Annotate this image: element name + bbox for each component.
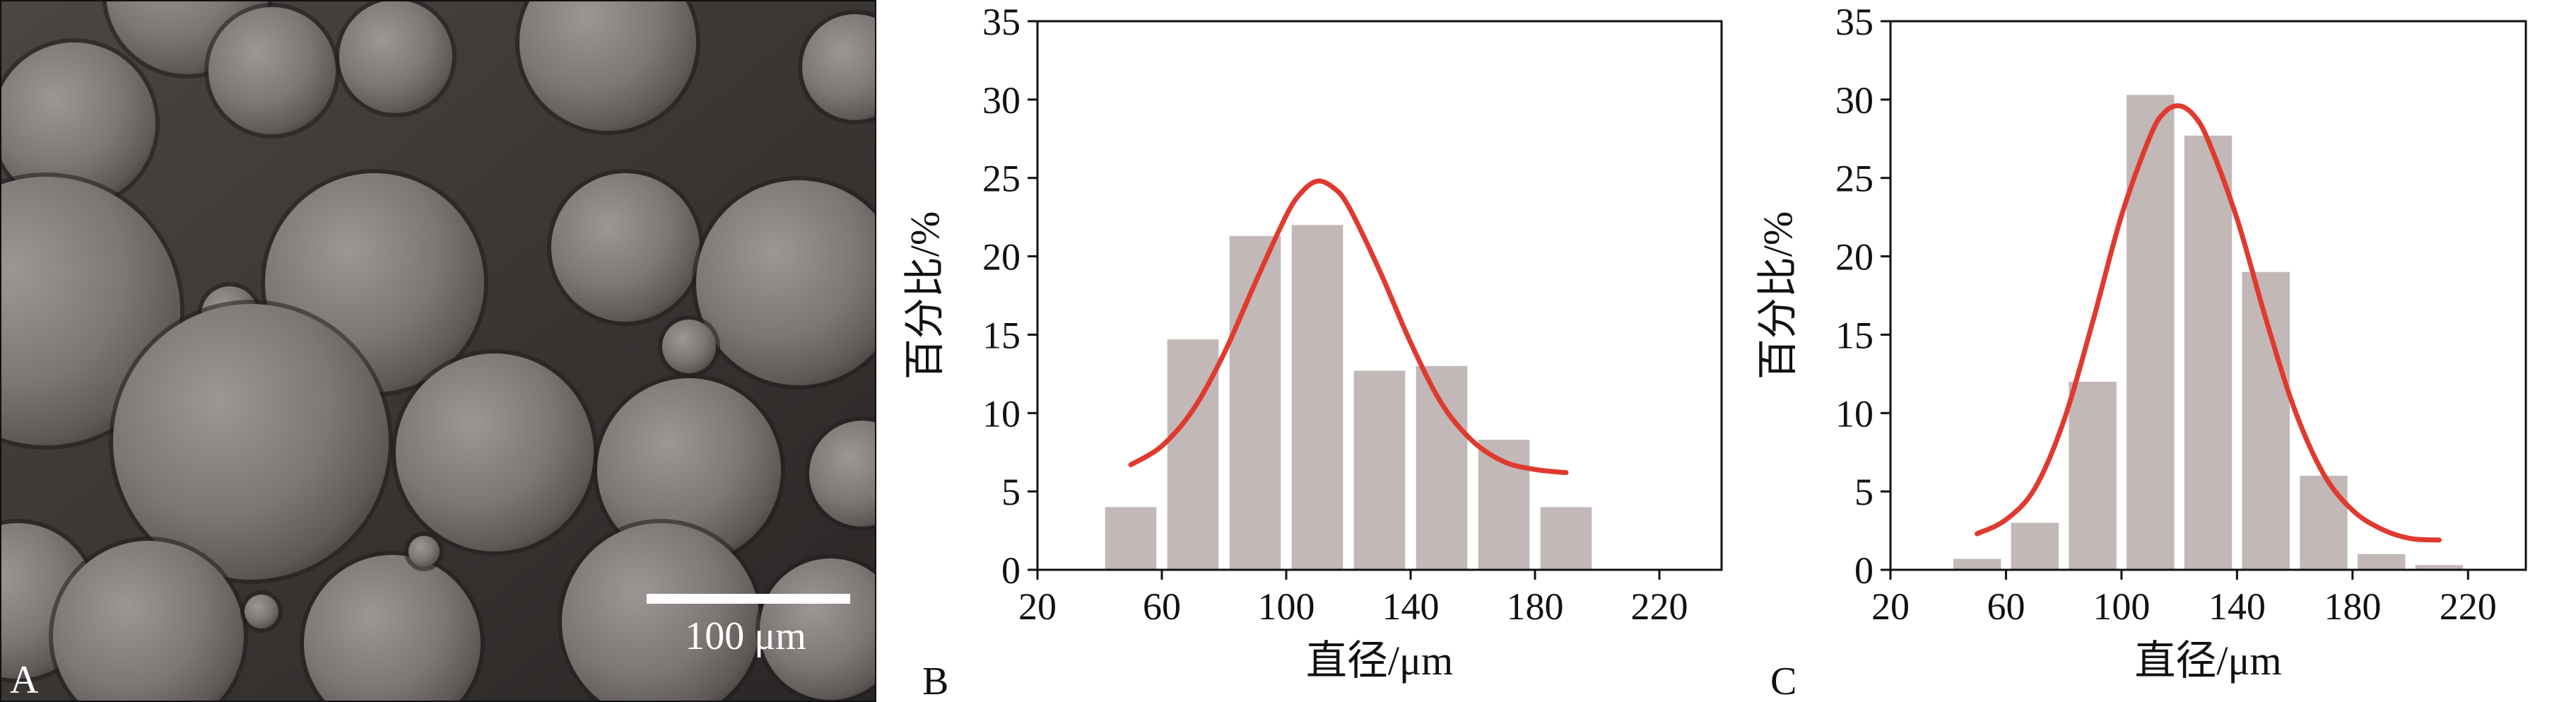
x-tick-label: 220 xyxy=(2440,585,2497,628)
y-tick-label: 5 xyxy=(1854,471,1874,513)
y-axis-label: 百分比/% xyxy=(902,211,948,380)
histogram-bar xyxy=(1353,370,1406,570)
microsphere xyxy=(562,523,760,702)
y-tick-label: 0 xyxy=(1854,549,1874,592)
histogram-bar xyxy=(2300,475,2348,570)
histogram-bar xyxy=(2415,565,2464,570)
microsphere xyxy=(662,320,716,373)
x-tick-label: 20 xyxy=(1871,585,1910,628)
microsphere xyxy=(113,304,389,580)
histogram-bar xyxy=(1105,507,1157,570)
plot-frame xyxy=(1036,20,1723,571)
histogram-bar xyxy=(2011,522,2059,570)
fit-curve xyxy=(1975,103,2442,543)
y-tick-label: 15 xyxy=(1835,314,1874,356)
y-axis-label: 百分比/% xyxy=(1755,211,1801,380)
histogram-bar xyxy=(1167,339,1219,570)
sem-micrograph: 100 μm A xyxy=(0,0,876,702)
y-tick-label: 30 xyxy=(1835,79,1874,122)
panel-c-letter: C xyxy=(1770,660,1796,702)
microsphere xyxy=(597,378,781,562)
y-tick-label: 25 xyxy=(1835,158,1874,200)
histogram-bar xyxy=(1229,235,1281,570)
x-axis-label: 直径/μm xyxy=(1306,638,1453,684)
panel-a-letter: A xyxy=(10,658,39,702)
y-tick-label: 10 xyxy=(1835,392,1874,435)
histogram-bar xyxy=(2184,135,2233,570)
y-tick-label: 35 xyxy=(982,1,1021,43)
scale-bar-label: 100 μm xyxy=(685,614,806,658)
plot-frame xyxy=(1889,20,2527,571)
histogram-bar xyxy=(2069,381,2117,570)
x-tick-label: 60 xyxy=(1987,585,2025,628)
panel-b-letter: B xyxy=(922,660,948,702)
x-tick-label: 100 xyxy=(1258,585,1315,628)
scale-bar xyxy=(647,594,850,604)
y-tick-label: 0 xyxy=(1001,549,1021,592)
microsphere xyxy=(396,353,594,551)
x-axis-label: 直径/μm xyxy=(2134,638,2281,684)
histogram-c: 0 5 10 15 20 25 30 35 20 60 100 140 180 220 直径/μm 百分比/% xyxy=(1755,1,2527,684)
histogram-bar xyxy=(1953,558,2001,570)
x-tick-label: 140 xyxy=(2209,585,2266,628)
microsphere xyxy=(245,595,278,628)
x-tick-label: 60 xyxy=(1143,585,1181,628)
x-tick-label: 140 xyxy=(1382,585,1440,628)
y-tick-label: 10 xyxy=(982,392,1021,435)
fit-curve xyxy=(1128,178,1569,476)
microsphere xyxy=(696,180,876,385)
x-tick-label: 100 xyxy=(2093,585,2150,628)
microsphere xyxy=(408,536,440,567)
microsphere xyxy=(0,42,155,205)
microsphere xyxy=(519,0,696,131)
histogram-bar xyxy=(1540,507,1592,570)
microsphere xyxy=(208,7,336,134)
microsphere xyxy=(551,173,700,322)
x-tick-label: 220 xyxy=(1631,585,1688,628)
microsphere xyxy=(802,14,876,120)
histogram-bar xyxy=(2357,554,2406,570)
x-tick-label: 180 xyxy=(2324,585,2381,628)
histogram-b: 0 5 10 15 20 25 30 35 20 60 100 140 180 220 直径/μm 百分比/% xyxy=(902,1,1723,684)
microsphere xyxy=(339,0,452,113)
x-tick-label: 20 xyxy=(1018,585,1057,628)
histogram-bar xyxy=(1291,225,1343,570)
x-tick-label: 180 xyxy=(1507,585,1564,628)
y-tick-label: 20 xyxy=(1835,236,1874,279)
sem-frame xyxy=(0,0,876,702)
microsphere xyxy=(304,555,481,702)
y-tick-label: 25 xyxy=(982,158,1021,200)
y-tick-label: 5 xyxy=(1001,471,1021,513)
y-tick-label: 35 xyxy=(1835,1,1874,43)
y-tick-label: 20 xyxy=(982,236,1021,279)
microspheres-group xyxy=(0,0,876,702)
y-tick-label: 15 xyxy=(982,314,1021,356)
histogram-bar xyxy=(2127,95,2175,571)
microsphere xyxy=(53,541,244,702)
histogram-bar xyxy=(1416,365,1468,570)
microsphere xyxy=(809,421,876,527)
y-tick-label: 30 xyxy=(982,79,1021,122)
